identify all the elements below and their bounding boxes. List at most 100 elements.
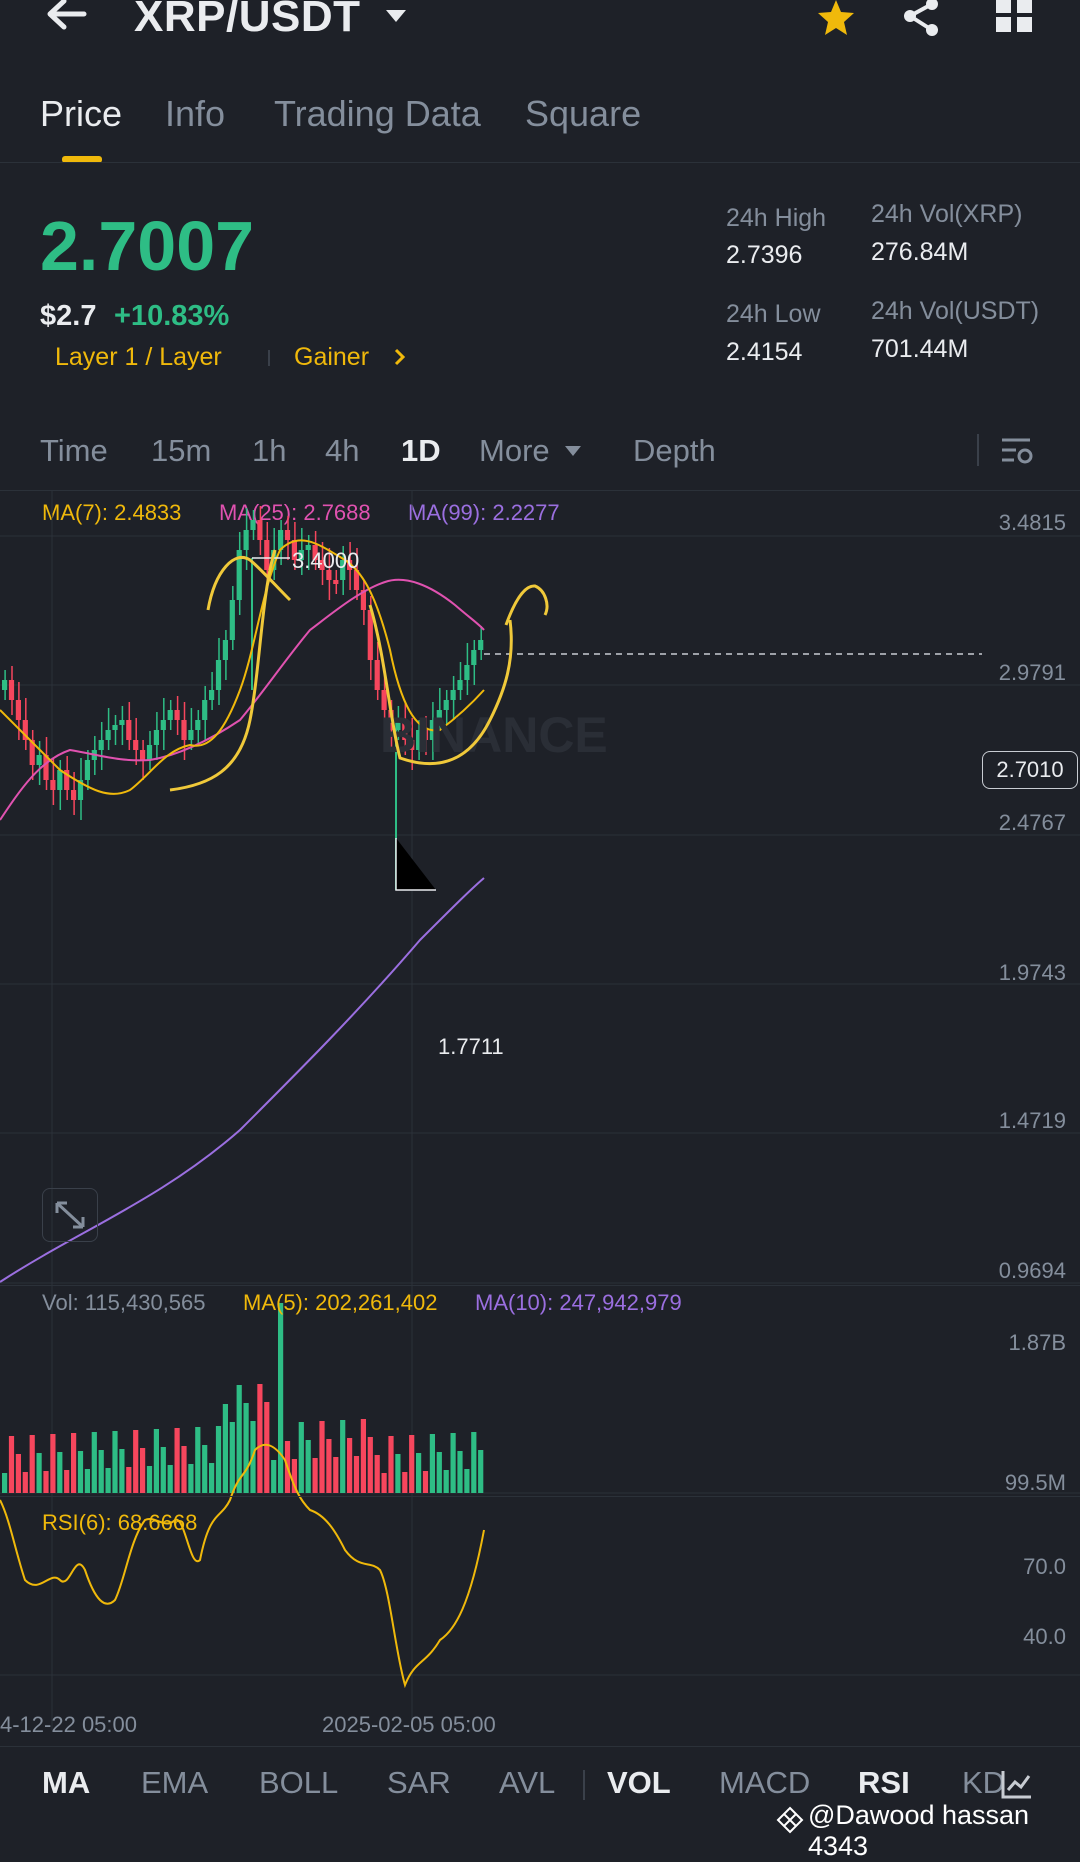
candle-body xyxy=(84,760,90,780)
indicator-kd[interactable]: KD xyxy=(962,1765,1006,1800)
candle-body xyxy=(2,680,8,690)
volume-bar xyxy=(119,1449,125,1493)
volume-bar xyxy=(153,1429,159,1493)
candle-body xyxy=(64,770,70,790)
low-value: 2.4154 xyxy=(726,338,803,366)
indicator-macd[interactable]: MACD xyxy=(719,1765,811,1800)
low-label: 24h Low xyxy=(726,300,821,328)
candle-body xyxy=(305,545,311,550)
tf-15m[interactable]: 15m xyxy=(151,433,212,468)
expand-icon[interactable] xyxy=(42,1188,98,1242)
tab-trading-data[interactable]: Trading Data xyxy=(274,93,481,134)
volume-bar xyxy=(140,1448,146,1493)
tab-price[interactable]: Price xyxy=(40,93,123,134)
candle-body xyxy=(195,720,201,730)
tab-square[interactable]: Square xyxy=(525,93,642,134)
share-icon[interactable] xyxy=(900,0,942,38)
indicator-sar[interactable]: SAR xyxy=(387,1765,451,1800)
candle-body xyxy=(347,560,353,570)
volume-bar xyxy=(77,1451,84,1493)
volume-bar xyxy=(388,1436,394,1493)
tf-time[interactable]: Time xyxy=(40,433,108,468)
candle-body xyxy=(422,730,429,740)
drawn-arrow-up xyxy=(504,584,549,626)
binance-watermark: BINANCE xyxy=(380,707,608,763)
chevron-right-icon[interactable] xyxy=(394,348,406,371)
volume-bar xyxy=(278,1303,284,1493)
category-tag[interactable]: Layer 1 / Layer xyxy=(55,343,222,371)
indicator-boll[interactable]: BOLL xyxy=(259,1765,339,1800)
chart-grid xyxy=(0,490,1080,1730)
ma99-legend: MA(99): 2.2277 xyxy=(408,500,560,525)
pair-title[interactable]: XRP/USDT xyxy=(134,0,361,41)
y-axis-label: 1.4719 xyxy=(998,1108,1066,1133)
candle-body xyxy=(471,650,477,665)
candle-body xyxy=(146,745,153,760)
indicator-ema[interactable]: EMA xyxy=(141,1765,209,1800)
candle-body xyxy=(312,545,318,560)
volume-bar xyxy=(71,1433,77,1493)
candle-body xyxy=(250,520,256,530)
candle-body xyxy=(98,740,104,750)
volume-bar xyxy=(91,1432,97,1493)
indicator-divider xyxy=(0,1746,1080,1747)
high-marker-label: 3.4000 xyxy=(292,548,360,573)
candle-body xyxy=(464,665,470,680)
candle-body xyxy=(443,700,449,710)
vol-xrp-label: 24h Vol(XRP) xyxy=(871,200,1023,228)
tf-1h[interactable]: 1h xyxy=(252,433,287,468)
tabs-divider xyxy=(0,162,1080,163)
chart-settings-icon[interactable] xyxy=(1000,436,1034,471)
volume-bar xyxy=(98,1450,104,1493)
indicator-vol[interactable]: VOL xyxy=(607,1765,671,1800)
indicator-rsi[interactable]: RSI xyxy=(858,1765,910,1800)
volume-bar xyxy=(422,1471,429,1493)
candle-body xyxy=(291,540,297,560)
usd-price: $2.7 xyxy=(40,300,97,332)
ma25-legend: MA(25): 2.7688 xyxy=(219,500,371,525)
candle-body xyxy=(174,710,180,720)
candle-body xyxy=(188,730,194,740)
indicator-ma[interactable]: MA xyxy=(42,1765,91,1800)
volume-bar xyxy=(15,1454,21,1493)
volume-bar xyxy=(64,1470,70,1493)
volume-bar xyxy=(264,1402,270,1493)
candle-body xyxy=(278,530,284,550)
tf-4h[interactable]: 4h xyxy=(325,433,360,468)
volume-bar xyxy=(402,1472,408,1493)
volume-bar xyxy=(229,1422,235,1493)
y-axis-label: 0.9694 xyxy=(998,1258,1066,1283)
candle-body xyxy=(436,710,442,720)
vol-axis-label: 1.87B xyxy=(1008,1330,1067,1355)
vol-usdt-value: 701.44M xyxy=(871,335,969,363)
volume-bar xyxy=(209,1463,215,1493)
vol-legend: Vol: 115,430,565 xyxy=(42,1290,206,1315)
indicator-avl[interactable]: AVL xyxy=(499,1765,556,1800)
grid-menu-icon[interactable] xyxy=(996,0,1034,36)
star-icon[interactable] xyxy=(816,0,856,38)
volume-bar xyxy=(395,1454,401,1493)
volume-bar xyxy=(202,1445,208,1493)
indicator-settings-icon[interactable] xyxy=(1000,1768,1034,1805)
volume-bar xyxy=(243,1403,249,1493)
gainer-tag[interactable]: Gainer xyxy=(294,343,370,371)
volume-bar xyxy=(29,1435,35,1493)
candle-body xyxy=(284,530,291,540)
back-arrow-icon[interactable] xyxy=(44,0,88,34)
candle-body xyxy=(22,720,28,740)
volume-bar xyxy=(305,1440,311,1493)
volume-bar xyxy=(195,1427,201,1493)
price-chart[interactable]: BINANCE xyxy=(0,490,1080,1750)
volume-bar xyxy=(298,1422,304,1493)
tf-more[interactable]: More xyxy=(479,433,550,468)
candle-body xyxy=(450,690,456,700)
more-dropdown-icon[interactable] xyxy=(564,444,582,462)
candle-body xyxy=(333,580,339,584)
volume-bar xyxy=(464,1469,470,1493)
tab-info[interactable]: Info xyxy=(165,93,226,134)
chevron-down-icon[interactable] xyxy=(384,6,408,24)
high-value: 2.7396 xyxy=(726,241,803,269)
tf-depth[interactable]: Depth xyxy=(633,433,716,468)
tf-1d[interactable]: 1D xyxy=(401,433,441,468)
volume-bar xyxy=(353,1456,360,1493)
